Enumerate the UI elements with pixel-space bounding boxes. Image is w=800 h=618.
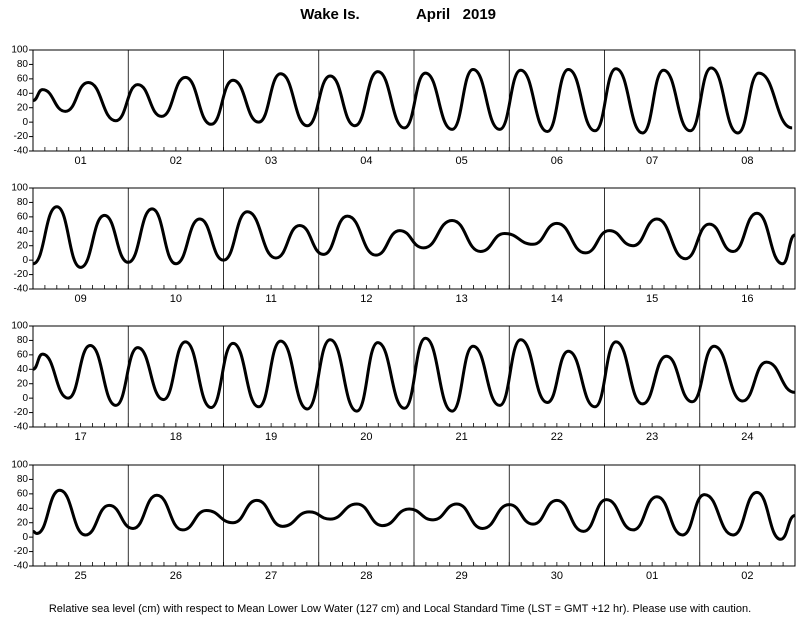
- y-tick-label: -20: [14, 131, 29, 142]
- day-label: 13: [456, 293, 468, 305]
- day-label: 29: [456, 570, 468, 582]
- day-label: 15: [646, 293, 658, 305]
- day-label: 16: [741, 293, 753, 305]
- y-tick-label: 0: [22, 255, 28, 266]
- day-label: 11: [265, 293, 276, 305]
- y-tick-label: 80: [17, 474, 29, 485]
- tide-line: [32, 66, 793, 135]
- title-date: April 2019: [416, 6, 496, 23]
- y-tick-label: 40: [17, 226, 29, 237]
- footnote: Relative sea level (cm) with respect to …: [49, 603, 751, 615]
- y-tick-label: 20: [17, 517, 29, 528]
- y-tick-label: 60: [17, 488, 29, 499]
- day-label: 23: [646, 431, 658, 443]
- tide-line: [32, 488, 796, 541]
- y-tick-label: 100: [11, 460, 28, 471]
- y-tick-label: 100: [11, 45, 28, 56]
- y-tick-label: -40: [14, 284, 29, 295]
- day-label: 01: [75, 155, 87, 167]
- y-tick-label: 60: [17, 349, 29, 360]
- day-label: 02: [170, 155, 182, 167]
- day-label: 21: [456, 431, 468, 443]
- y-tick-label: 40: [17, 364, 29, 375]
- day-label: 12: [360, 293, 372, 305]
- day-label: 30: [551, 570, 563, 582]
- y-tick-label: -40: [14, 146, 29, 157]
- day-label: 08: [741, 155, 753, 167]
- y-tick-label: -40: [14, 422, 29, 433]
- y-tick-label: 20: [17, 102, 29, 113]
- day-label: 02: [741, 570, 753, 582]
- day-label: 09: [75, 293, 87, 305]
- y-tick-label: 60: [17, 73, 29, 84]
- tide-line: [32, 336, 796, 413]
- y-tick-label: -20: [14, 407, 29, 418]
- day-label: 26: [170, 570, 182, 582]
- y-tick-label: 80: [17, 335, 29, 346]
- day-label: 05: [456, 155, 468, 167]
- day-label: 07: [646, 155, 658, 167]
- day-label: 03: [265, 155, 277, 167]
- y-tick-label: 0: [22, 393, 28, 404]
- y-tick-label: -20: [14, 269, 29, 280]
- tide-line: [32, 205, 796, 269]
- day-label: 20: [360, 431, 372, 443]
- title-location: Wake Is.: [300, 6, 359, 23]
- y-tick-label: 100: [11, 183, 28, 194]
- day-label: 06: [551, 155, 563, 167]
- day-label: 25: [75, 570, 87, 582]
- y-tick-label: 20: [17, 378, 29, 389]
- y-tick-label: -40: [14, 561, 29, 572]
- y-tick-label: 100: [11, 321, 28, 332]
- y-tick-label: 0: [22, 532, 28, 543]
- day-label: 17: [75, 431, 87, 443]
- day-label: 14: [551, 293, 563, 305]
- day-label: 22: [551, 431, 563, 443]
- y-tick-label: 40: [17, 503, 29, 514]
- y-tick-label: 20: [17, 240, 29, 251]
- y-tick-label: -20: [14, 546, 29, 557]
- day-label: 19: [265, 431, 277, 443]
- y-tick-label: 80: [17, 59, 29, 70]
- y-tick-label: 80: [17, 197, 29, 208]
- y-tick-label: 0: [22, 117, 28, 128]
- day-label: 24: [741, 431, 753, 443]
- day-label: 01: [646, 570, 658, 582]
- y-tick-label: 60: [17, 211, 29, 222]
- day-label: 04: [360, 155, 372, 167]
- day-label: 18: [170, 431, 182, 443]
- day-label: 27: [265, 570, 277, 582]
- y-tick-label: 40: [17, 88, 29, 99]
- day-label: 28: [360, 570, 372, 582]
- day-label: 10: [170, 293, 182, 305]
